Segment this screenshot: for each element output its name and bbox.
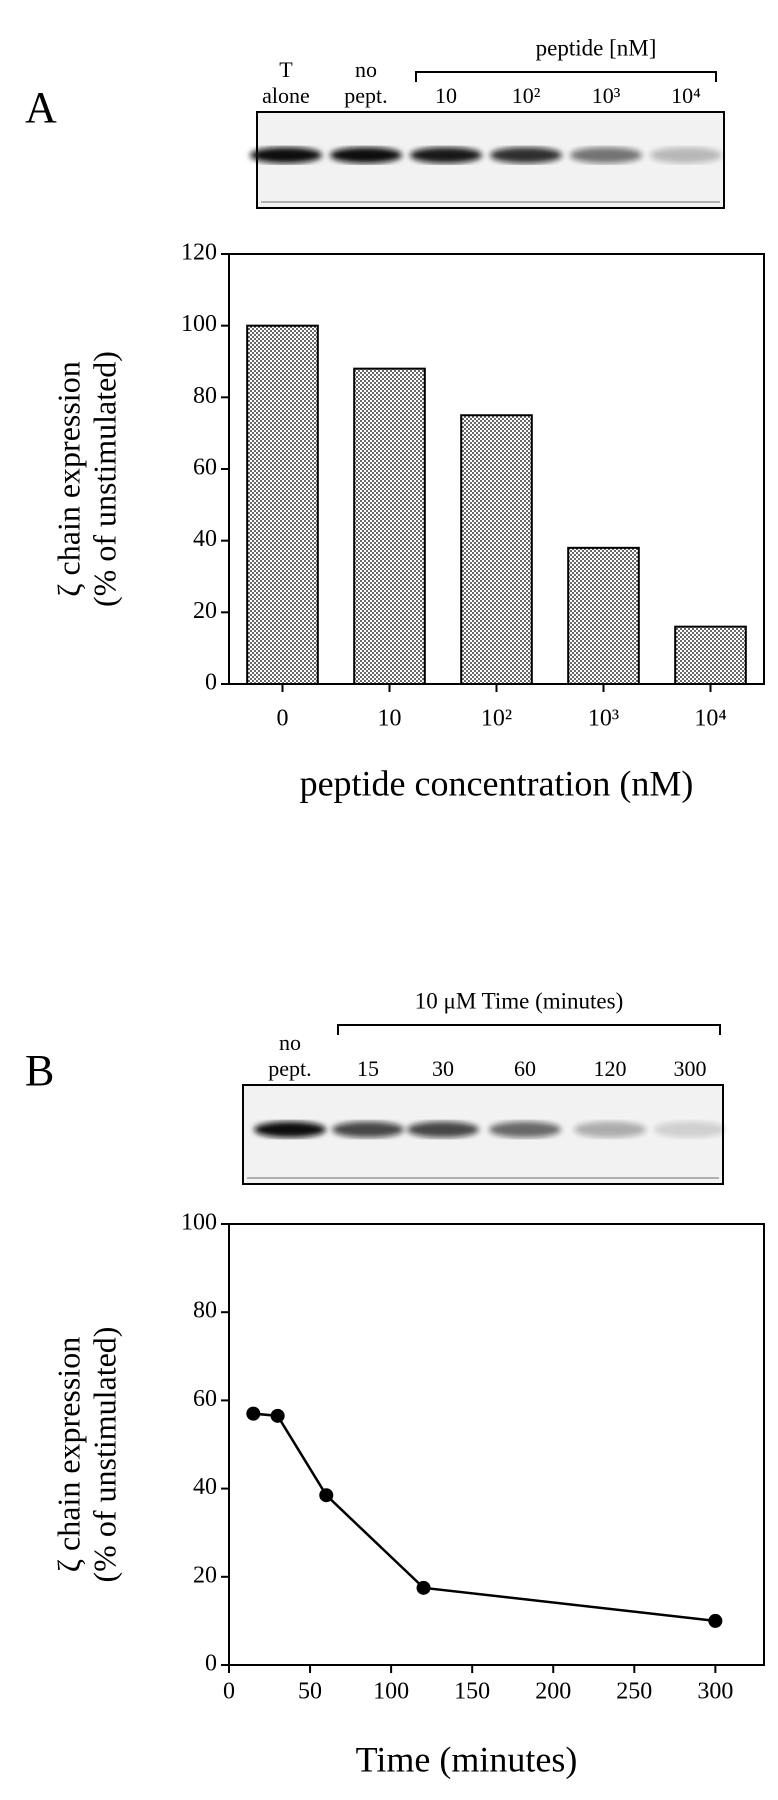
blot-band	[254, 1121, 326, 1138]
plot-frame	[228, 1223, 765, 1666]
x-tick-label: 10²	[481, 706, 512, 732]
panel-label: B	[25, 1046, 54, 1095]
y-tick-label: 100	[181, 311, 217, 337]
lane-label: pept.	[268, 1056, 311, 1081]
point	[270, 1408, 285, 1423]
x-tick-label: 10	[378, 706, 402, 732]
y-tick-label: 100	[181, 1210, 217, 1236]
blot-band	[654, 1121, 726, 1138]
blot-band	[570, 147, 642, 164]
y-axis-label: ζ chain expression	[50, 1337, 86, 1572]
bracket	[415, 71, 717, 82]
panel-label: A	[25, 83, 57, 132]
x-tick-label: 200	[535, 1679, 571, 1705]
x-axis-label: peptide concentration (nM)	[300, 763, 694, 803]
point	[416, 1580, 431, 1595]
x-tick-label: 100	[373, 1679, 409, 1705]
lane-label: 10	[435, 83, 457, 108]
blot-band	[489, 1121, 561, 1138]
y-tick-label: 40	[193, 526, 217, 552]
blot-band	[250, 147, 322, 164]
x-tick-label: 150	[454, 1679, 490, 1705]
y-tick-label: 40	[193, 1474, 217, 1500]
blot-image	[256, 111, 725, 209]
x-tick-label: 50	[298, 1679, 322, 1705]
y-tick-label: 20	[193, 598, 217, 624]
point	[246, 1406, 261, 1421]
lane-label: 10³	[592, 83, 621, 108]
lane-label: alone	[262, 83, 310, 108]
bracket	[337, 1024, 721, 1035]
lane-label: no	[279, 1030, 301, 1055]
y-tick-label: 20	[193, 1562, 217, 1588]
x-tick-label: 10⁴	[694, 706, 726, 732]
bar	[674, 625, 747, 686]
y-tick-label: 120	[181, 240, 217, 266]
y-tick-label: 80	[193, 383, 217, 409]
y-axis-label: (% of unstimulated)	[86, 351, 122, 607]
bar	[246, 324, 319, 685]
lane-label: 10⁴	[671, 83, 701, 108]
blot-band	[407, 1121, 479, 1138]
lane-label: no	[355, 57, 377, 82]
lane-label: pept.	[344, 83, 387, 108]
blot-band	[650, 147, 722, 164]
line	[253, 1412, 716, 1623]
point	[319, 1488, 334, 1503]
y-axis-label: ζ chain expression	[50, 361, 86, 596]
x-axis-label: Time (minutes)	[356, 1739, 578, 1779]
bar	[567, 546, 640, 685]
x-tick-label: 0	[277, 706, 289, 732]
blot-band	[330, 147, 402, 164]
blot-band	[574, 1121, 646, 1138]
y-tick-label: 60	[193, 1386, 217, 1412]
bar	[460, 414, 533, 685]
lane-label: 15	[357, 1056, 379, 1081]
x-tick-label: 250	[616, 1679, 652, 1705]
x-tick-label: 10³	[588, 706, 619, 732]
point	[708, 1613, 723, 1628]
lane-label: 120	[594, 1056, 627, 1081]
y-axis-label: (% of unstimulated)	[86, 1327, 122, 1583]
blot-band	[332, 1121, 404, 1138]
blot-band	[490, 147, 562, 164]
x-tick-label: 0	[223, 1679, 235, 1705]
y-tick-label: 60	[193, 455, 217, 481]
blot-header: 10 μM Time (minutes)	[415, 988, 624, 1013]
lane-label: 10²	[512, 83, 541, 108]
y-tick-label: 80	[193, 1298, 217, 1324]
lane-label: 60	[514, 1056, 536, 1081]
lane-label: T	[279, 57, 293, 82]
lane-label: 30	[432, 1056, 454, 1081]
blot-image	[242, 1084, 724, 1185]
y-tick-label: 0	[205, 670, 217, 696]
blot-band	[410, 147, 482, 164]
x-tick-label: 300	[697, 1679, 733, 1705]
bar	[353, 367, 426, 685]
lane-label: 300	[674, 1056, 707, 1081]
blot-header: peptide [nM]	[536, 35, 657, 60]
y-tick-label: 0	[205, 1651, 217, 1677]
